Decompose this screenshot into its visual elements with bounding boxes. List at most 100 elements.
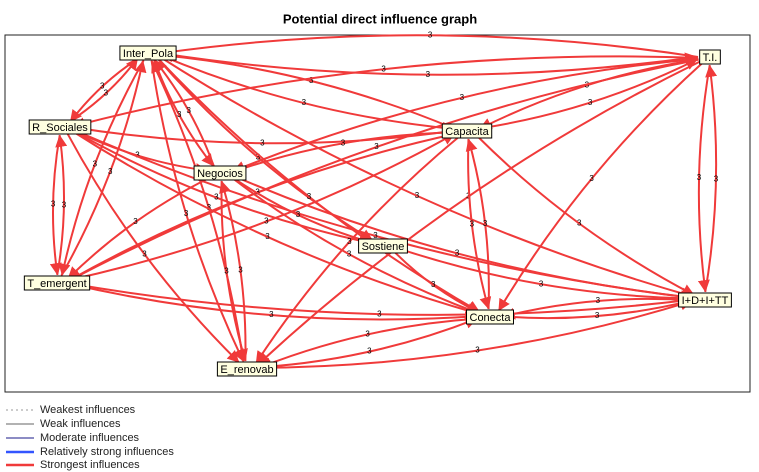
edge <box>68 282 693 316</box>
legend-label: Weak influences <box>40 418 121 430</box>
edges: 3 3 3 3 3 3 3 3 3 3 3 3 3 3 3 3 3 3 3 3 3 3 3 3 3 3 3 3 3 3 3 3 3 3 3 3 3 3 3 3… <box>49 30 719 369</box>
edge-label: 3 <box>374 142 379 151</box>
edge <box>704 64 718 293</box>
edge-label: 3 <box>588 98 593 107</box>
edge <box>697 64 711 293</box>
edge-label: 3 <box>100 82 105 91</box>
node-label: T.I. <box>703 52 718 64</box>
node-label: Conecta <box>470 312 512 324</box>
edge-label: 3 <box>265 232 270 241</box>
edge-label: 3 <box>224 267 229 276</box>
edge-label: 3 <box>93 159 98 168</box>
edge-label: 3 <box>255 188 260 197</box>
edge-label: 3 <box>256 153 261 162</box>
node-box <box>678 292 732 308</box>
edge <box>478 58 698 130</box>
node-box <box>119 45 177 61</box>
node-box <box>28 119 92 135</box>
edge-label: 3 <box>596 296 601 305</box>
edge-label: 3 <box>207 203 212 212</box>
edge-label: 3 <box>365 329 370 338</box>
edge <box>220 180 248 362</box>
edge-label: 3 <box>460 93 465 102</box>
node-label: E_renovab <box>220 364 273 376</box>
node-box <box>699 49 721 65</box>
edge <box>502 297 694 320</box>
node-label: T_emergent <box>27 278 86 290</box>
node-label: Inter_Pola <box>123 48 174 60</box>
edge <box>68 282 478 324</box>
edge-label: 3 <box>309 76 314 85</box>
nodes: Inter_Pola T.I. R_Sociales Capacita Negocios… <box>23 45 732 377</box>
edge-label: 3 <box>347 249 352 258</box>
edge-label: 3 <box>377 309 382 318</box>
edge-label: 3 <box>51 200 56 209</box>
edge-label: 3 <box>296 210 301 219</box>
edge <box>58 59 145 276</box>
edge <box>159 53 455 134</box>
edge-label: 3 <box>133 217 138 226</box>
edge-label: 3 <box>373 231 378 240</box>
edge-label: 3 <box>184 209 189 218</box>
title: Potential direct influence graph <box>283 11 477 26</box>
edge-label: 3 <box>307 192 312 201</box>
edge <box>476 134 695 296</box>
node-label: Capacita <box>445 126 489 138</box>
edge-label: 3 <box>341 138 346 147</box>
edge-label: 3 <box>104 89 109 98</box>
edge-label: 3 <box>142 249 147 258</box>
edge-label: 3 <box>62 201 67 210</box>
edge <box>68 133 455 282</box>
edge-label: 3 <box>135 151 140 160</box>
node-label: Sostiene <box>362 241 405 253</box>
edge-label: 3 <box>539 279 544 288</box>
node-label: R_Sociales <box>32 122 88 134</box>
edge <box>70 128 372 247</box>
edge-label: 3 <box>697 173 702 182</box>
edge <box>479 58 699 130</box>
edge <box>219 180 247 362</box>
edge-label: 3 <box>714 174 719 183</box>
edge-label: 3 <box>415 191 420 200</box>
node-box <box>358 238 408 254</box>
edge-label: 3 <box>428 30 433 39</box>
edge-label: 3 <box>347 237 352 246</box>
edge <box>255 136 460 364</box>
edge <box>467 138 492 310</box>
legend-label: Moderate influences <box>40 432 140 444</box>
edge-label: 3 <box>177 110 182 119</box>
edge <box>153 59 214 167</box>
legend-label: Relatively strong influences <box>40 446 174 458</box>
edge <box>150 60 244 362</box>
edge-label: 3 <box>470 219 475 228</box>
edge-label: 3 <box>577 219 582 228</box>
edge-label: 3 <box>381 64 386 73</box>
edge <box>71 126 455 145</box>
edge <box>465 138 490 310</box>
edge-label: 3 <box>367 347 372 356</box>
edge <box>160 50 456 131</box>
node-box <box>193 165 247 181</box>
edge <box>392 249 480 313</box>
edge-label: 3 <box>595 311 600 320</box>
legend-label: Strongest influences <box>40 459 140 471</box>
edge <box>60 60 147 277</box>
edge <box>55 134 68 276</box>
edge-label: 3 <box>302 98 307 107</box>
node-box <box>441 123 493 139</box>
edge-label: 3 <box>238 266 243 275</box>
edge-label: 3 <box>589 174 594 183</box>
legend-label: Weakest influences <box>40 404 136 416</box>
edge <box>232 57 699 173</box>
edge <box>71 128 693 303</box>
edge <box>159 52 698 76</box>
edge <box>501 297 693 320</box>
edge <box>70 129 479 317</box>
edge <box>232 131 456 174</box>
edge-label: 3 <box>186 106 191 115</box>
edge <box>259 317 479 369</box>
edge <box>69 58 699 281</box>
edge <box>258 298 693 369</box>
edge <box>230 175 372 246</box>
